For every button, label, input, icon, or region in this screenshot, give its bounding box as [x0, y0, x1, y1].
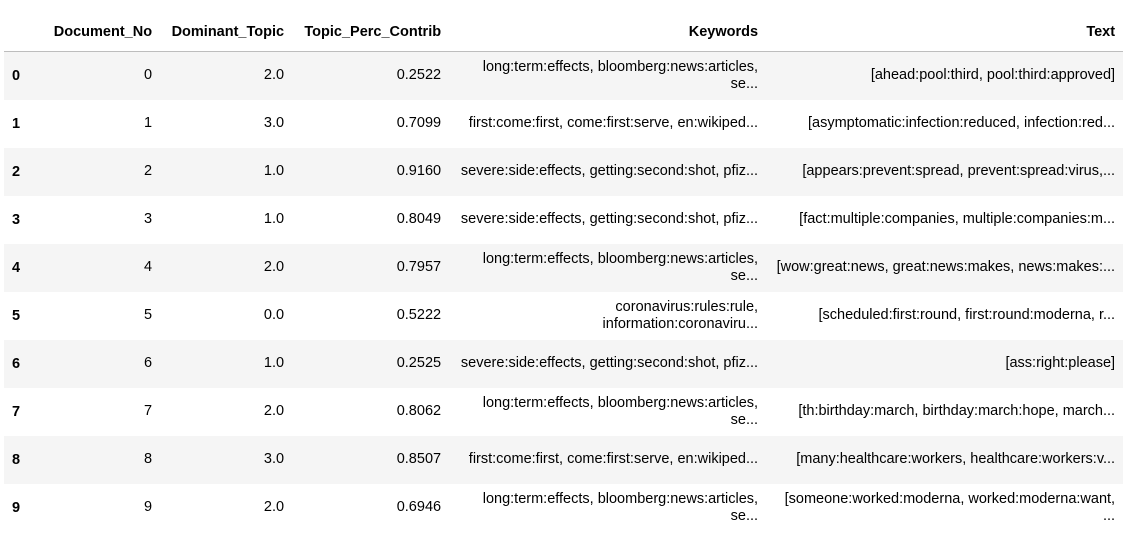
table-row: 5 5 0.0 0.5222 coronavirus:rules:rule, i…	[4, 292, 1123, 340]
header-row: Document_No Dominant_Topic Topic_Perc_Co…	[4, 12, 1124, 52]
cell-text: [scheduled:first:round, first:round:mode…	[818, 307, 1116, 323]
cell-text: [ass:right:please]	[1005, 355, 1116, 371]
table-row: 8 8 3.0 0.8507 first:come:first, come:fi…	[4, 435, 1124, 484]
cell-dominant-topic: 2.0	[263, 499, 285, 515]
row-index: 8	[12, 451, 21, 468]
row-index: 6	[12, 355, 21, 372]
cell-keywords: long:term:effects, bloomberg:news:articl…	[482, 250, 759, 284]
cell-keywords: long:term:effects, bloomberg:news:articl…	[482, 58, 759, 92]
table-header: Document_No Dominant_Topic Topic_Perc_Co…	[4, 12, 1124, 52]
cell-topic-perc-contrib: 0.5222	[396, 307, 442, 323]
cell-topic-perc-contrib: 0.8507	[396, 451, 442, 467]
table-body: 0 0 2.0 0.2522 long:term:effects, bloomb…	[4, 51, 1124, 532]
cell-keywords: severe:side:effects, getting:second:shot…	[460, 163, 759, 179]
cell-dominant-topic: 2.0	[263, 259, 285, 275]
row-index: 2	[12, 163, 21, 180]
cell-topic-perc-contrib: 0.2525	[396, 355, 442, 371]
cell-keywords: coronavirus:rules:rule, information:coro…	[602, 298, 759, 332]
cell-document-no: 0	[144, 67, 153, 84]
cell-document-no: 1	[144, 115, 153, 131]
table-row: 3 3 1.0 0.8049 severe:side:effects, gett…	[4, 196, 1123, 244]
table-row: 7 7 2.0 0.8062 long:term:effects, bloomb…	[4, 388, 1123, 436]
cell-dominant-topic: 2.0	[263, 67, 285, 84]
cell-keywords: severe:side:effects, getting:second:shot…	[460, 211, 759, 227]
cell-dominant-topic: 3.0	[263, 115, 285, 131]
cell-text: [fact:multiple:companies, multiple:compa…	[799, 211, 1116, 227]
cell-document-no: 8	[144, 451, 153, 467]
cell-topic-perc-contrib: 0.2522	[396, 67, 442, 84]
cell-dominant-topic: 0.0	[263, 307, 285, 323]
row-index: 7	[12, 403, 21, 420]
cell-dominant-topic: 2.0	[263, 403, 285, 419]
cell-text: [th:birthday:march, birthday:march:hope,…	[798, 403, 1116, 419]
table-row: 6 6 1.0 0.2525 severe:side:effects, gett…	[4, 339, 1124, 388]
row-index: 4	[12, 259, 21, 276]
dataframe-table: Document_No Dominant_Topic Topic_Perc_Co…	[4, 12, 1124, 532]
cell-dominant-topic: 3.0	[263, 451, 285, 467]
cell-keywords: long:term:effects, bloomberg:news:articl…	[482, 490, 759, 524]
cell-text: [wow:great:news, great:news:makes, news:…	[776, 259, 1116, 275]
cell-dominant-topic: 1.0	[263, 163, 285, 179]
cell-keywords: first:come:first, come:first:serve, en:w…	[468, 115, 759, 131]
header-dominant-topic: Dominant_Topic	[160, 12, 293, 52]
cell-topic-perc-contrib: 0.9160	[396, 163, 442, 179]
cell-text: [ahead:pool:third, pool:third:approved]	[870, 67, 1116, 84]
row-index: 9	[12, 499, 21, 516]
table-row: 4 4 2.0 0.7957 long:term:effects, bloomb…	[4, 243, 1124, 292]
cell-document-no: 3	[144, 211, 153, 227]
cell-topic-perc-contrib: 0.7957	[396, 259, 442, 275]
cell-text: [someone:worked:moderna, worked:moderna:…	[784, 490, 1116, 524]
header-document-no: Document_No	[28, 12, 161, 52]
header-text: Text	[766, 12, 1124, 52]
row-index: 1	[12, 115, 21, 132]
cell-topic-perc-contrib: 0.7099	[396, 115, 442, 131]
cell-document-no: 4	[144, 259, 153, 275]
cell-document-no: 7	[144, 403, 153, 419]
row-index: 3	[12, 211, 21, 228]
cell-dominant-topic: 1.0	[263, 355, 285, 371]
table-row: 1 1 3.0 0.7099 first:come:first, come:fi…	[4, 100, 1123, 148]
cell-topic-perc-contrib: 0.8062	[396, 403, 442, 419]
row-index: 0	[12, 67, 21, 84]
table-row: 0 0 2.0 0.2522 long:term:effects, bloomb…	[4, 51, 1124, 100]
table-row: 2 2 1.0 0.9160 severe:side:effects, gett…	[4, 147, 1124, 196]
cell-dominant-topic: 1.0	[263, 211, 285, 227]
cell-document-no: 2	[144, 163, 153, 179]
cell-keywords: severe:side:effects, getting:second:shot…	[460, 355, 759, 371]
header-topic-perc-contrib: Topic_Perc_Contrib	[292, 12, 450, 52]
cell-document-no: 5	[144, 307, 153, 323]
cell-keywords: first:come:first, come:first:serve, en:w…	[468, 451, 759, 467]
header-index	[4, 12, 29, 52]
table-row: 9 9 2.0 0.6946 long:term:effects, bloomb…	[4, 484, 1123, 532]
cell-topic-perc-contrib: 0.6946	[396, 499, 442, 515]
cell-text: [many:healthcare:workers, healthcare:wor…	[796, 451, 1116, 467]
cell-text: [appears:prevent:spread, prevent:spread:…	[802, 163, 1116, 179]
cell-topic-perc-contrib: 0.8049	[396, 211, 442, 227]
row-index: 5	[12, 307, 21, 324]
cell-keywords: long:term:effects, bloomberg:news:articl…	[482, 394, 759, 428]
cell-text: [asymptomatic:infection:reduced, infecti…	[808, 115, 1116, 131]
cell-document-no: 9	[144, 499, 153, 515]
header-keywords: Keywords	[449, 12, 767, 52]
cell-document-no: 6	[144, 355, 153, 371]
